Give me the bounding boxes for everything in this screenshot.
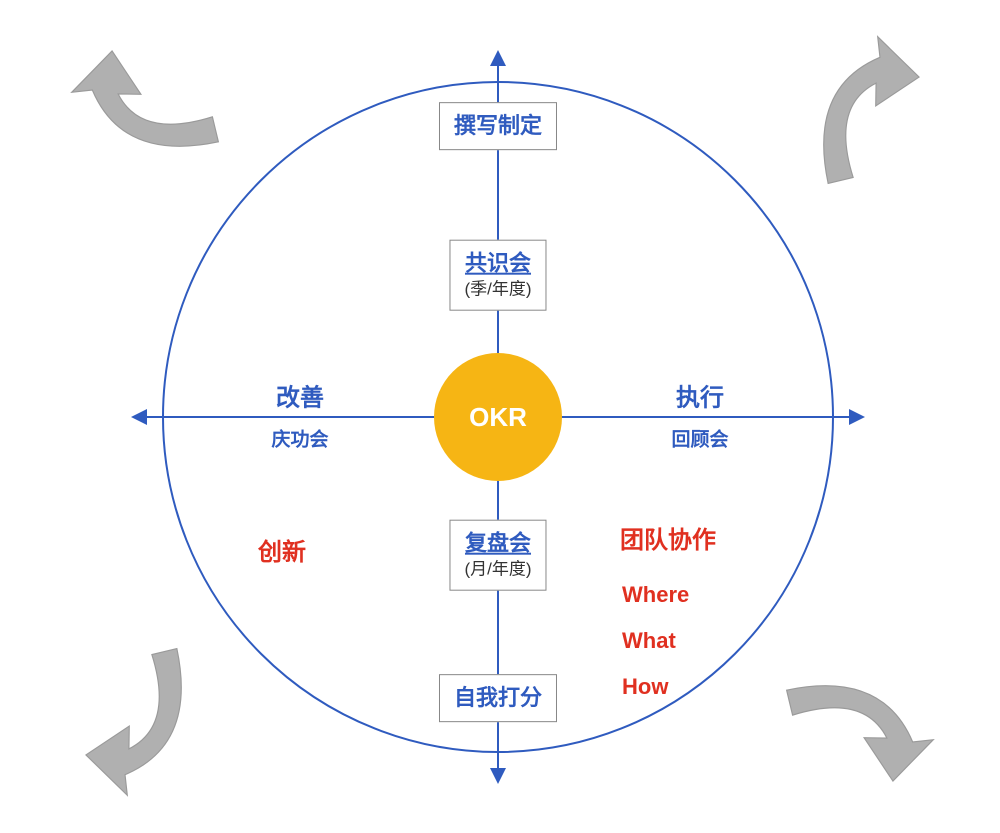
label-execute: 执行: [676, 378, 724, 413]
box-consensus-title: 共识会: [464, 249, 531, 279]
label-what: What: [622, 628, 676, 654]
diagram-canvas: OKR 撰写制定 共识会 (季/年度) 复盘会 (月/年度) 自我打分 执行 回…: [0, 0, 1000, 833]
box-consensus-sub: (季/年度): [464, 278, 531, 301]
corner-arrow-bottom-right: [778, 638, 937, 803]
box-write-formulate: 撰写制定: [439, 102, 557, 150]
box-consensus-meeting: 共识会 (季/年度): [449, 240, 546, 311]
label-improve: 改善: [276, 378, 324, 413]
label-teamwork: 团队协作: [620, 520, 716, 555]
corner-arrow-bottom-left: [64, 640, 229, 799]
corner-arrow-top-left: [68, 29, 227, 194]
box-review-meeting: 复盘会 (月/年度): [449, 520, 546, 591]
label-innovation: 创新: [258, 532, 306, 567]
box-self-score-title: 自我打分: [454, 683, 542, 713]
corner-arrow-top-right: [776, 33, 941, 192]
box-write-formulate-title: 撰写制定: [454, 111, 542, 141]
label-celebration: 庆功会: [271, 425, 328, 452]
box-self-score: 自我打分: [439, 674, 557, 722]
center-node-label: OKR: [469, 402, 527, 433]
box-review-title: 复盘会: [464, 529, 531, 559]
label-retro-meeting: 回顾会: [671, 425, 728, 452]
label-how: How: [622, 674, 668, 700]
center-node: OKR: [434, 353, 562, 481]
box-review-sub: (月/年度): [464, 558, 531, 581]
label-where: Where: [622, 582, 689, 608]
